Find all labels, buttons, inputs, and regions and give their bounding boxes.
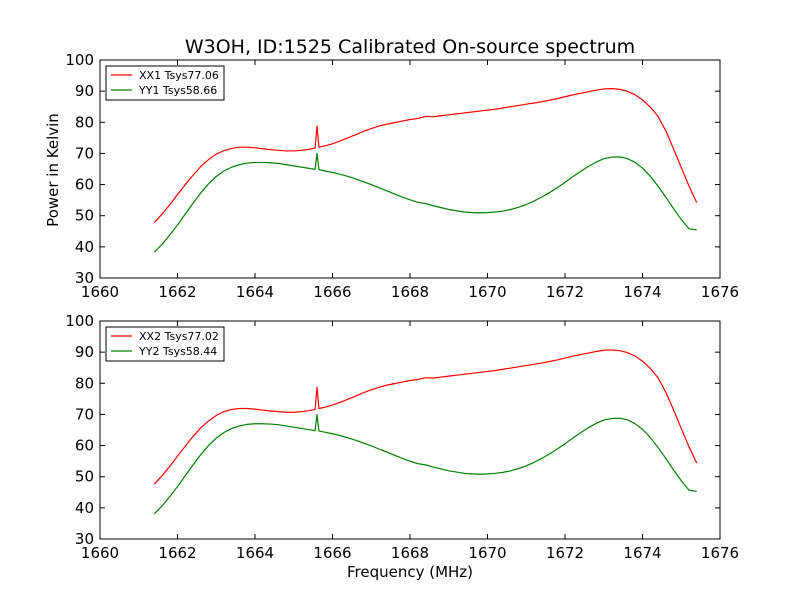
top-x-tick-label: 1662 (158, 283, 196, 301)
top-panel-y-axis-label: Power in Kelvin (44, 113, 62, 227)
top-panel: 1660 1662 1664 1666 1668 1670 1672 1674 1676 30 40… (65, 51, 739, 301)
top-x-tick-label: 1676 (701, 283, 739, 301)
top-x-tick-label: 1670 (468, 283, 506, 301)
top-y-tick-label: 50 (75, 207, 94, 225)
bottom-x-tick-label: 1660 (81, 544, 119, 562)
bottom-x-tick-label: 1664 (236, 544, 274, 562)
top-legend-label-1: XX1 Tsys77.06 (139, 69, 219, 82)
top-x-tick-label: 1674 (623, 283, 661, 301)
bottom-y-tick-label: 50 (75, 468, 94, 486)
bottom-panel-x-axis-label: Frequency (MHz) (347, 563, 473, 581)
top-y-tick-label: 90 (75, 82, 94, 100)
bottom-x-tick-label: 1666 (313, 544, 351, 562)
bottom-x-tick-label: 1676 (701, 544, 739, 562)
bottom-x-tick-label: 1674 (623, 544, 661, 562)
top-legend-label-2: YY1 Tsys58.66 (138, 84, 217, 97)
bottom-legend-label-1: XX2 Tsys77.02 (139, 330, 219, 343)
bottom-y-tick-label: 30 (75, 530, 94, 548)
top-legend-box (105, 65, 225, 101)
top-x-tick-label: 1660 (81, 283, 119, 301)
bottom-y-tick-label: 80 (75, 374, 94, 392)
bottom-x-tick-label: 1662 (158, 544, 196, 562)
bottom-x-tick-label: 1670 (468, 544, 506, 562)
top-x-tick-label: 1668 (391, 283, 429, 301)
chart-title: W3OH, ID:1525 Calibrated On-source spect… (185, 36, 635, 58)
bottom-x-tick-label: 1668 (391, 544, 429, 562)
top-y-tick-label: 40 (75, 238, 94, 256)
bottom-series-line-1 (153, 349, 698, 485)
bottom-panel: 1660 1662 1664 1666 1668 1670 1672 1674 1676 30 40… (65, 312, 739, 562)
bottom-y-tick-label: 90 (75, 343, 94, 361)
top-x-tick-label: 1664 (236, 283, 274, 301)
top-x-tick-label: 1672 (546, 283, 584, 301)
top-y-tick-label: 100 (65, 51, 94, 69)
top-series-line-1 (153, 88, 698, 223)
bottom-y-tick-label: 40 (75, 499, 94, 517)
bottom-legend-box (105, 326, 225, 362)
top-y-tick-label: 80 (75, 113, 94, 131)
top-series-line-2 (153, 152, 697, 253)
top-y-tick-label: 70 (75, 144, 94, 162)
top-x-tick-label: 1666 (313, 283, 351, 301)
top-legend: XX1 Tsys77.06 YY1 Tsys58.66 (105, 65, 225, 101)
bottom-legend: XX2 Tsys77.02 YY2 Tsys58.44 (105, 326, 225, 362)
bottom-series-line-2 (153, 414, 697, 515)
bottom-legend-label-2: YY2 Tsys58.44 (138, 345, 217, 358)
bottom-y-tick-label: 70 (75, 405, 94, 423)
top-y-tick-label: 60 (75, 176, 94, 194)
bottom-y-tick-label: 60 (75, 437, 94, 455)
top-y-tick-label: 30 (75, 269, 94, 287)
bottom-x-tick-label: 1672 (546, 544, 584, 562)
bottom-y-tick-label: 100 (65, 312, 94, 330)
